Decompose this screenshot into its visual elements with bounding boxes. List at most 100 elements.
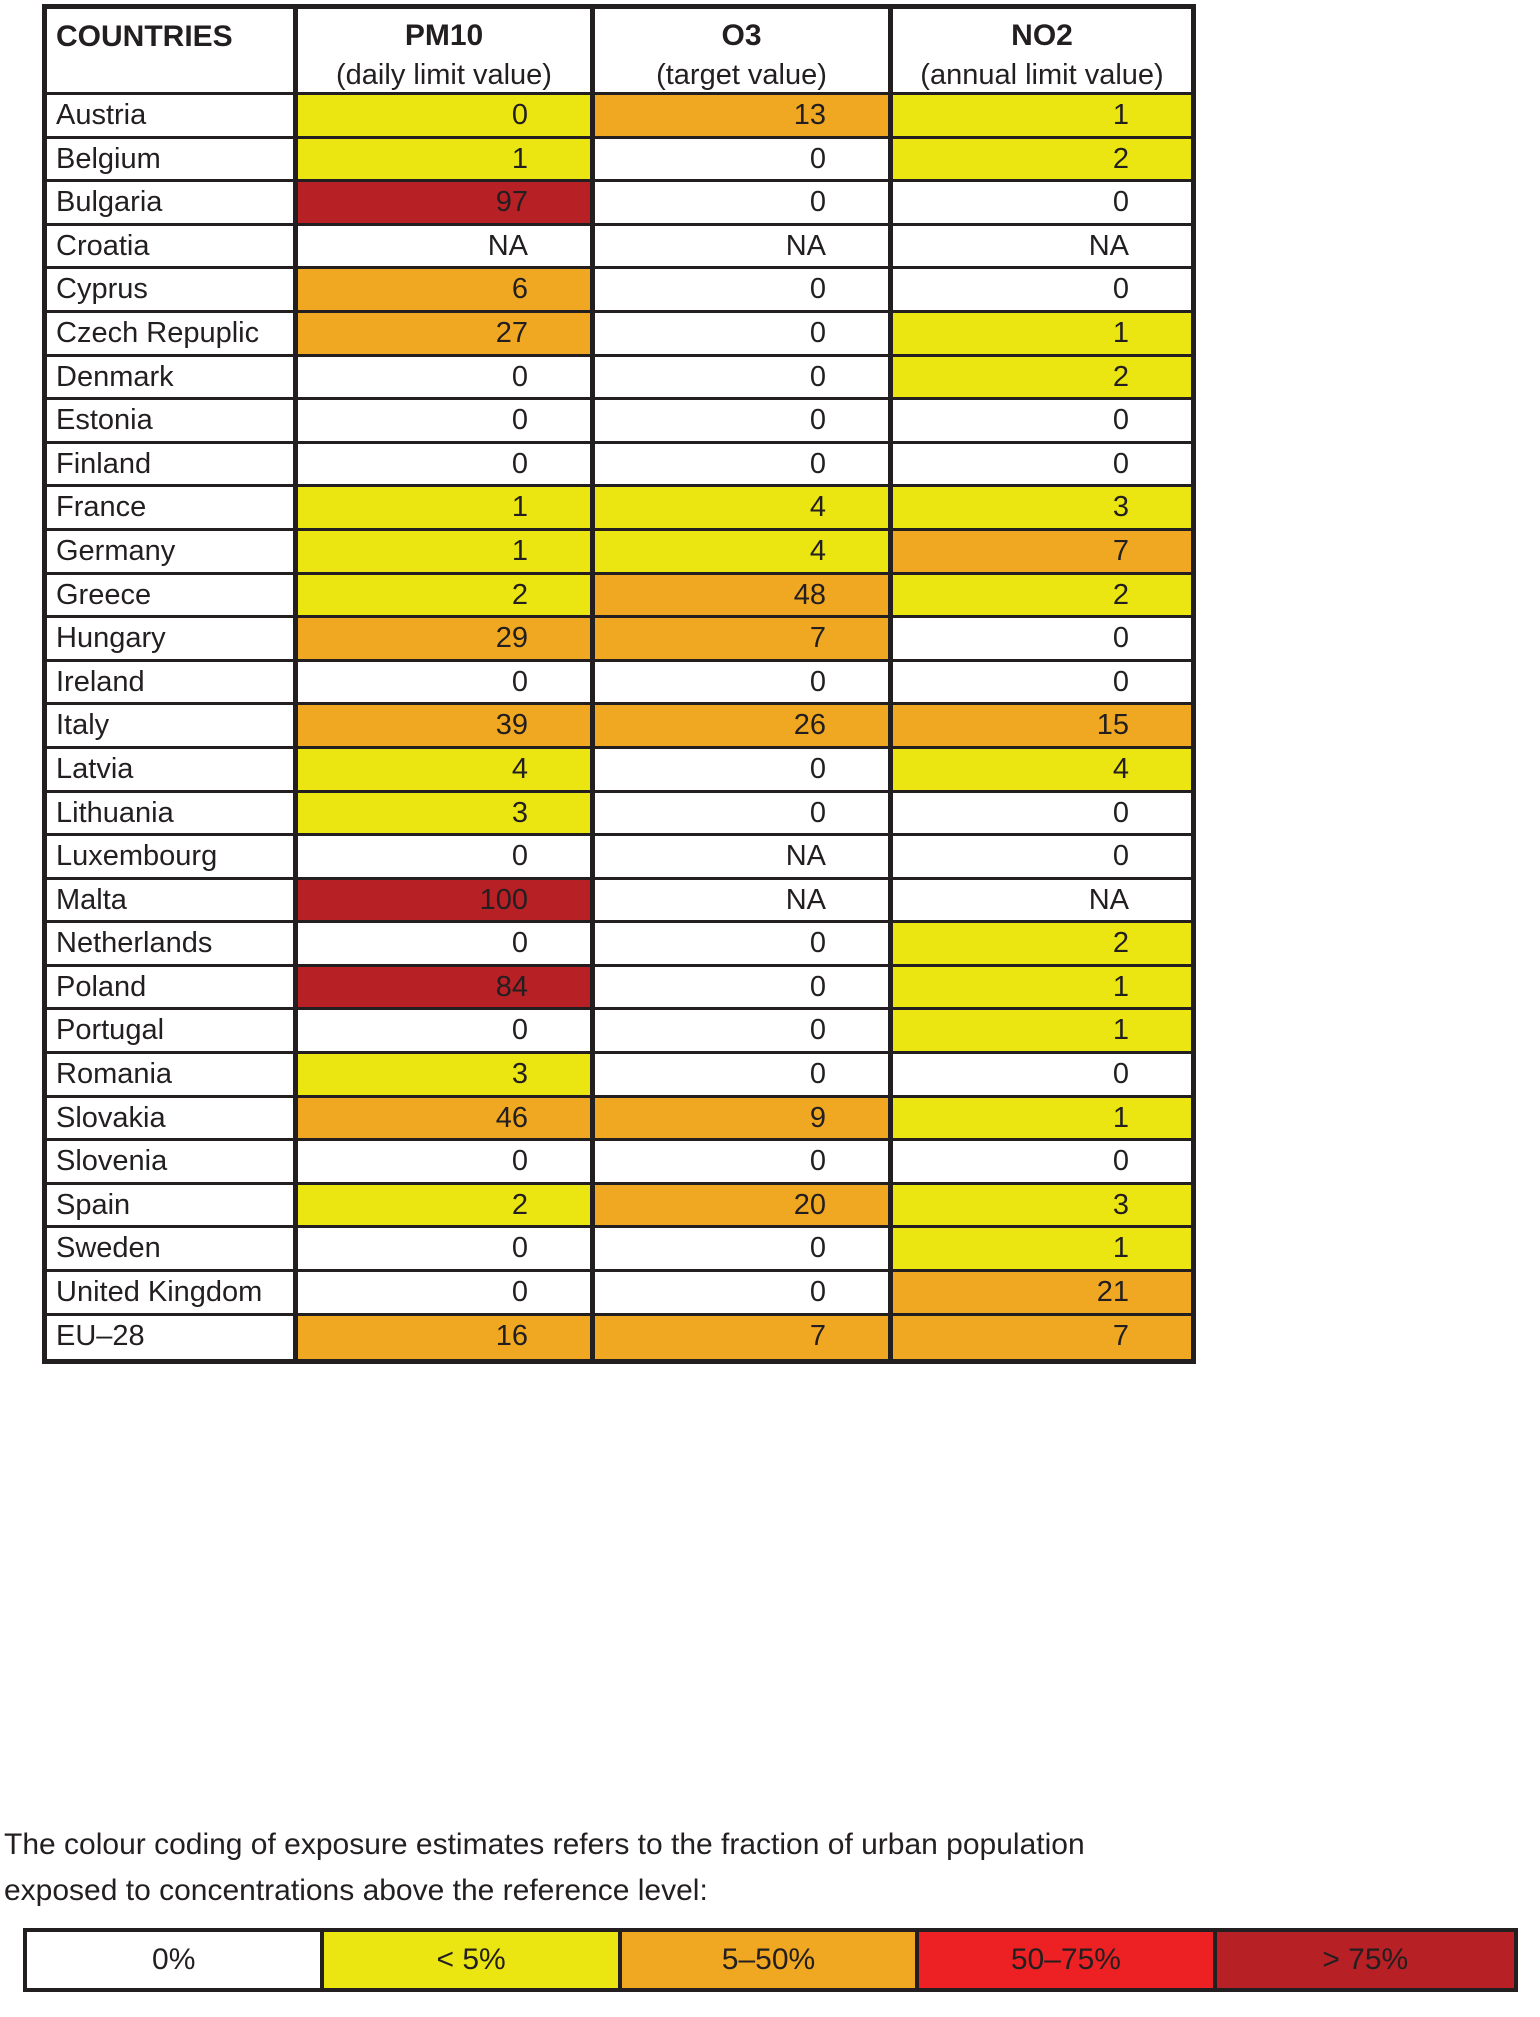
country-cell: Denmark [47, 356, 298, 401]
o3-cell: 4 [595, 530, 893, 575]
table-row: Czech Repuplic 27 0 1 [47, 312, 1191, 357]
o3-cell: 20 [595, 1184, 893, 1229]
o3-cell: 0 [595, 1010, 893, 1055]
pm10-cell: 0 [298, 1228, 595, 1273]
no2-cell: 0 [893, 1054, 1191, 1098]
country-cell: Malta [47, 879, 298, 924]
table-row: Poland 84 0 1 [47, 966, 1191, 1011]
header-countries-label: COUNTRIES [56, 20, 233, 53]
no2-cell: 7 [893, 530, 1191, 575]
header-countries: COUNTRIES [47, 9, 298, 95]
exposure-table: COUNTRIES PM10 (daily limit value) O3 (t… [42, 4, 1196, 1365]
table-row: Belgium 1 0 2 [47, 138, 1191, 183]
country-cell: Slovenia [47, 1141, 298, 1185]
table-row: United Kingdom 0 0 21 [47, 1272, 1191, 1316]
country-cell: Portugal [47, 1010, 298, 1055]
table-row: Greece 2 48 2 [47, 574, 1191, 619]
legend-item: > 75% [1216, 1932, 1514, 1988]
no2-cell: 7 [893, 1315, 1191, 1360]
no2-cell: 3 [893, 1184, 1191, 1229]
table-row: Bulgaria 97 0 0 [47, 182, 1191, 226]
pm10-cell: 0 [298, 923, 595, 967]
country-cell: Germany [47, 530, 298, 575]
pm10-cell: 84 [298, 966, 595, 1011]
country-cell: Netherlands [47, 923, 298, 967]
country-cell: Romania [47, 1054, 298, 1098]
o3-cell: 48 [595, 574, 893, 619]
pm10-cell: 1 [298, 487, 595, 531]
no2-cell: 1 [893, 1097, 1191, 1142]
o3-cell: 0 [595, 792, 893, 837]
pm10-cell: 39 [298, 705, 595, 749]
o3-cell: 0 [595, 138, 893, 183]
o3-cell: 0 [595, 356, 893, 401]
table-row: Estonia 0 0 0 [47, 400, 1191, 444]
pm10-cell: 0 [298, 443, 595, 488]
country-cell: Sweden [47, 1228, 298, 1273]
pm10-cell: 4 [298, 748, 595, 793]
no2-cell: 4 [893, 748, 1191, 793]
table-row: Italy 39 26 15 [47, 705, 1191, 749]
o3-cell: 0 [595, 1272, 893, 1316]
no2-cell: 0 [893, 269, 1191, 313]
o3-cell: 0 [595, 661, 893, 706]
table-row: France 1 4 3 [47, 487, 1191, 531]
country-cell: EU–28 [47, 1315, 298, 1360]
legend-item: 5–50% [621, 1932, 920, 1988]
no2-cell: 0 [893, 618, 1191, 662]
o3-cell: 26 [595, 705, 893, 749]
table-row: Denmark 0 0 2 [47, 356, 1191, 401]
no2-cell: 0 [893, 836, 1191, 880]
o3-cell: 9 [595, 1097, 893, 1142]
o3-cell: NA [595, 225, 893, 270]
no2-cell: 1 [893, 95, 1191, 139]
pm10-cell: 29 [298, 618, 595, 662]
table-row: Cyprus 6 0 0 [47, 269, 1191, 313]
header-no2: NO2 (annual limit value) [893, 9, 1191, 95]
pm10-cell: 2 [298, 574, 595, 619]
table-row: Spain 2 20 3 [47, 1184, 1191, 1229]
table-row: Lithuania 3 0 0 [47, 792, 1191, 837]
table-row: Ireland 0 0 0 [47, 661, 1191, 706]
pm10-cell: 2 [298, 1184, 595, 1229]
o3-cell: 7 [595, 618, 893, 662]
table-row: Slovenia 0 0 0 [47, 1141, 1191, 1185]
no2-cell: 1 [893, 312, 1191, 357]
o3-cell: 0 [595, 966, 893, 1011]
no2-cell: 2 [893, 356, 1191, 401]
o3-cell: 13 [595, 95, 893, 139]
pm10-cell: 0 [298, 95, 595, 139]
country-cell: Estonia [47, 400, 298, 444]
pm10-cell: 0 [298, 661, 595, 706]
country-cell: Latvia [47, 748, 298, 793]
pm10-cell: 6 [298, 269, 595, 313]
o3-cell: 7 [595, 1315, 893, 1360]
o3-cell: 0 [595, 1228, 893, 1273]
no2-cell: 21 [893, 1272, 1191, 1316]
pm10-cell: 0 [298, 356, 595, 401]
o3-cell: 0 [595, 400, 893, 444]
no2-cell: 1 [893, 966, 1191, 1011]
table-row: Finland 0 0 0 [47, 443, 1191, 488]
country-cell: France [47, 487, 298, 531]
o3-cell: 0 [595, 1054, 893, 1098]
pm10-cell: 0 [298, 1010, 595, 1055]
legend-item: < 5% [324, 1932, 622, 1988]
pm10-cell: 0 [298, 400, 595, 444]
pm10-cell: 0 [298, 1272, 595, 1316]
pm10-cell: 0 [298, 836, 595, 880]
pm10-cell: 100 [298, 879, 595, 924]
pm10-cell: 3 [298, 792, 595, 837]
country-cell: Luxembourg [47, 836, 298, 880]
header-pm10: PM10 (daily limit value) [298, 9, 595, 95]
country-cell: Spain [47, 1184, 298, 1229]
no2-cell: 3 [893, 487, 1191, 531]
no2-cell: 1 [893, 1228, 1191, 1273]
no2-cell: 0 [893, 182, 1191, 226]
o3-cell: NA [595, 836, 893, 880]
country-cell: Ireland [47, 661, 298, 706]
o3-cell: 0 [595, 182, 893, 226]
pm10-cell: 3 [298, 1054, 595, 1098]
country-cell: Poland [47, 966, 298, 1011]
header-o3: O3 (target value) [595, 9, 893, 95]
